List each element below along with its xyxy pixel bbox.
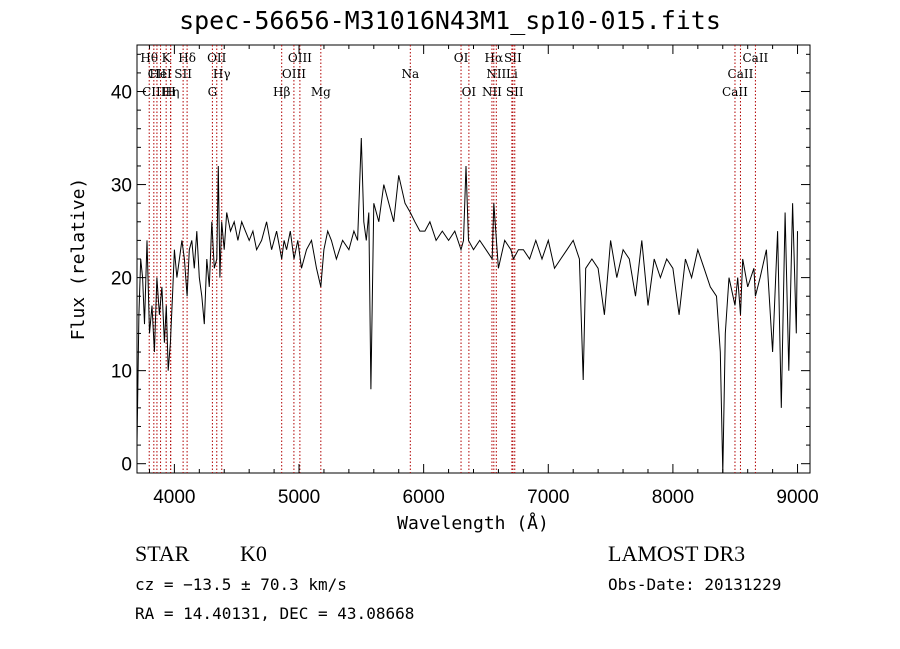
line-marker-label: Li (506, 67, 518, 81)
x-axis-ticks: 4000 5000 6000 7000 8000 9000 (148, 45, 819, 508)
line-marker-label: CIII (142, 85, 166, 99)
x-tick-label: 4000 (153, 487, 195, 508)
obs-date: Obs-Date: 20131229 (608, 575, 782, 594)
x-tick-label: 6000 (403, 487, 445, 508)
line-marker-label: G (208, 85, 218, 99)
x-axis-label: Wavelength (Å) (397, 512, 549, 534)
y-tick-label: 10 (111, 362, 132, 383)
line-marker-label: Hβ (273, 85, 290, 99)
y-tick-label: 0 (121, 455, 132, 476)
redshift-readout: cz = −13.5 ± 70.3 km/s (135, 575, 347, 594)
line-marker-label: OIII (288, 51, 312, 65)
line-marker-label: OI (454, 51, 469, 65)
line-marker-label: Hα (485, 51, 504, 65)
line-marker-label: Hγ (213, 67, 231, 81)
coordinates: RA = 14.40131, DEC = 43.08668 (135, 604, 415, 623)
object-type: STAR (135, 541, 190, 566)
line-marker-label: HeI (149, 67, 172, 81)
x-tick-label: 8000 (652, 487, 694, 508)
line-marker-label: H (165, 85, 175, 99)
line-marker-label: K (162, 51, 172, 65)
line-marker-label: NII (482, 85, 502, 99)
plot-frame (136, 44, 811, 474)
x-tick-label: 5000 (278, 487, 320, 508)
line-marker-label: CaII (742, 51, 768, 65)
line-marker-label: OI (462, 85, 477, 99)
x-tick-label: 9000 (776, 487, 818, 508)
x-tick-label: 7000 (527, 487, 569, 508)
spectral-subclass: K0 (240, 541, 267, 566)
line-marker-label: CaII (728, 67, 754, 81)
survey-name: LAMOST DR3 (608, 541, 746, 566)
y-axis-ticks: 0 10 20 30 40 (111, 53, 810, 476)
line-marker-label: Hδ (178, 51, 196, 65)
line-marker-label: OII (207, 51, 227, 65)
line-marker-label: CII (148, 67, 167, 81)
line-marker-label: OIII (282, 67, 306, 81)
line-marker-label: CaII (722, 85, 748, 99)
y-tick-label: 20 (111, 269, 132, 290)
line-marker-label: SII (504, 51, 522, 65)
line-marker-label: SII (506, 85, 524, 99)
spectrum-line (136, 137, 798, 474)
line-marker-label: Mg (311, 85, 331, 99)
line-marker-label: Na (401, 67, 419, 81)
line-marker-label: NII (486, 67, 506, 81)
line-marker-label: Hθ (140, 51, 158, 65)
y-tick-label: 30 (111, 176, 132, 197)
chart-title: spec-56656-M31016N43M1_sp10-015.fits (179, 6, 721, 35)
line-marker-label: SII (174, 67, 192, 81)
y-axis-label: Flux (relative) (68, 178, 89, 341)
y-tick-label: 40 (111, 83, 132, 104)
